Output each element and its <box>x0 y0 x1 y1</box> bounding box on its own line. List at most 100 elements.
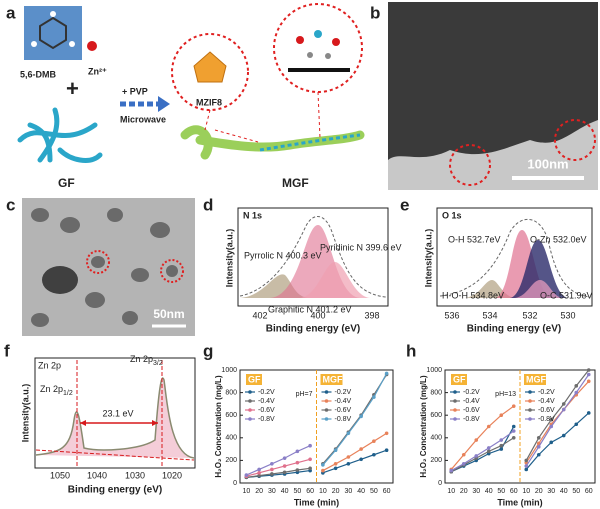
peak-fill <box>510 240 568 298</box>
envelope <box>35 377 195 459</box>
data-point <box>282 456 287 460</box>
spectrum-title: Zn 2p <box>38 360 61 370</box>
data-point <box>282 464 287 468</box>
legend-marker <box>528 390 532 394</box>
atom <box>69 41 75 47</box>
y-tick-label: 400 <box>430 435 442 442</box>
panel-label: f <box>4 341 10 360</box>
series-line <box>450 430 515 472</box>
legend-label: -0.8V <box>463 416 480 423</box>
series-line <box>322 449 387 474</box>
connector <box>317 91 321 139</box>
data-point <box>359 447 363 451</box>
additive-label: + PVP <box>122 86 148 96</box>
x-tick-label: 60 <box>585 488 593 495</box>
x-tick-label: 398 <box>364 310 379 320</box>
legend-label: -0.6V <box>258 407 275 414</box>
legend-marker <box>453 390 457 394</box>
zoom-circle <box>449 144 491 186</box>
series-line <box>246 458 311 477</box>
atom <box>296 36 304 44</box>
x-tick-label: 1050 <box>50 470 70 480</box>
legend-marker <box>248 408 252 412</box>
panel-label: a <box>6 3 16 22</box>
plus: + <box>66 76 79 101</box>
data-point <box>549 440 554 445</box>
x-tick-label: 40 <box>560 488 568 495</box>
particle <box>131 268 149 282</box>
data-point <box>536 436 541 440</box>
data-point <box>372 439 376 443</box>
data-point <box>384 371 389 376</box>
data-point <box>270 467 274 472</box>
zoom-circle <box>554 119 596 161</box>
group-badge <box>524 374 546 385</box>
data-point <box>574 422 579 427</box>
plot-frame <box>34 357 196 469</box>
legend-label: -0.6V <box>335 407 352 414</box>
data-point <box>461 461 466 466</box>
connector <box>214 129 259 143</box>
x-tick-label: 20 <box>535 488 543 495</box>
data-point <box>511 404 516 408</box>
x-tick-label: 50 <box>497 488 505 495</box>
legend-marker <box>528 417 532 421</box>
x-tick-label: 50 <box>572 488 580 495</box>
x-tick-label: 20 <box>460 488 468 495</box>
x-tick-label: 532 <box>522 310 537 320</box>
y-tick-label: 600 <box>225 412 237 419</box>
data-point <box>499 438 504 442</box>
particle <box>31 208 49 222</box>
data-point <box>499 447 504 451</box>
data-point <box>511 429 516 433</box>
legend-marker <box>528 399 532 403</box>
y-tick-label: 0 <box>438 480 442 487</box>
data-point <box>384 431 389 436</box>
data-point <box>449 468 454 473</box>
legend-marker <box>324 417 329 421</box>
data-point <box>308 466 312 471</box>
x-tick-label: 40 <box>485 488 493 495</box>
data-point <box>282 470 287 475</box>
y-axis-label: H₂O₂ Concentration (mg/L) <box>214 375 223 478</box>
y-tick-label: 800 <box>430 389 442 396</box>
x-tick-label: 50 <box>370 488 378 495</box>
x-tick-label: 30 <box>472 488 480 495</box>
data-point <box>270 472 274 476</box>
mof-label: MZIF8 <box>196 97 222 107</box>
data-point <box>524 467 529 472</box>
x-tick-label: 1020 <box>162 470 182 480</box>
y-axis-label: Intensity(a.u.) <box>224 229 234 288</box>
legend-marker <box>248 399 252 403</box>
group-label: MGF <box>323 374 343 384</box>
data-point <box>372 395 376 399</box>
y-axis-label: Intensity(a.u.) <box>423 229 433 288</box>
x-tick-label: 10 <box>522 488 530 495</box>
x-tick-label: 20 <box>332 488 340 495</box>
data-point <box>499 413 504 418</box>
data-point <box>499 443 504 448</box>
panel-label: d <box>203 195 213 214</box>
mgf-coating <box>259 133 361 152</box>
x-tick-label: 400 <box>310 310 325 320</box>
x-tick-label: 1030 <box>125 470 145 480</box>
legend-label: -0.4V <box>258 398 275 405</box>
legend-label: -0.4V <box>335 398 352 405</box>
x-tick-label: 10 <box>447 488 455 495</box>
gf-label: GF <box>58 176 75 190</box>
molecule-label: 5,6-DMB <box>20 69 57 79</box>
data-point <box>586 379 591 384</box>
data-point <box>321 463 325 467</box>
series-line <box>525 412 590 470</box>
series-line <box>525 369 590 461</box>
arrow-head <box>158 96 170 112</box>
data-point <box>295 460 300 465</box>
particle <box>60 217 80 233</box>
data-point <box>359 414 363 419</box>
group-label: MGF <box>526 374 546 384</box>
peak-label: Zn 2p3/2 <box>130 354 163 366</box>
peak-subscript: 3/2 <box>153 360 163 367</box>
y-tick-label: 600 <box>430 412 442 419</box>
spectrum <box>439 218 591 298</box>
